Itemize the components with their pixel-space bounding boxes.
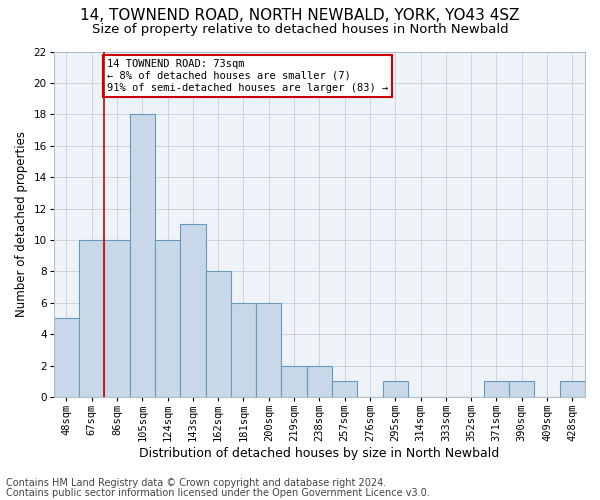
Bar (104, 240, 130, 397)
Bar (54, 318, 79, 397)
Bar (307, 366, 332, 397)
Bar (256, 303, 281, 397)
Y-axis label: Number of detached properties: Number of detached properties (15, 131, 28, 318)
Bar (383, 382, 408, 397)
Bar (560, 382, 585, 397)
Bar (130, 114, 155, 397)
Text: Contains public sector information licensed under the Open Government Licence v3: Contains public sector information licen… (6, 488, 430, 498)
Bar (206, 272, 231, 397)
Bar (180, 224, 206, 397)
Text: Size of property relative to detached houses in North Newbald: Size of property relative to detached ho… (92, 22, 508, 36)
Bar (281, 366, 307, 397)
Bar (509, 382, 535, 397)
Bar (332, 382, 358, 397)
Bar (79, 240, 104, 397)
Text: Contains HM Land Registry data © Crown copyright and database right 2024.: Contains HM Land Registry data © Crown c… (6, 478, 386, 488)
Bar (155, 240, 180, 397)
Text: 14 TOWNEND ROAD: 73sqm
← 8% of detached houses are smaller (7)
91% of semi-detac: 14 TOWNEND ROAD: 73sqm ← 8% of detached … (107, 60, 388, 92)
Text: 14, TOWNEND ROAD, NORTH NEWBALD, YORK, YO43 4SZ: 14, TOWNEND ROAD, NORTH NEWBALD, YORK, Y… (80, 8, 520, 22)
Bar (484, 382, 509, 397)
X-axis label: Distribution of detached houses by size in North Newbald: Distribution of detached houses by size … (139, 447, 499, 460)
Bar (231, 303, 256, 397)
